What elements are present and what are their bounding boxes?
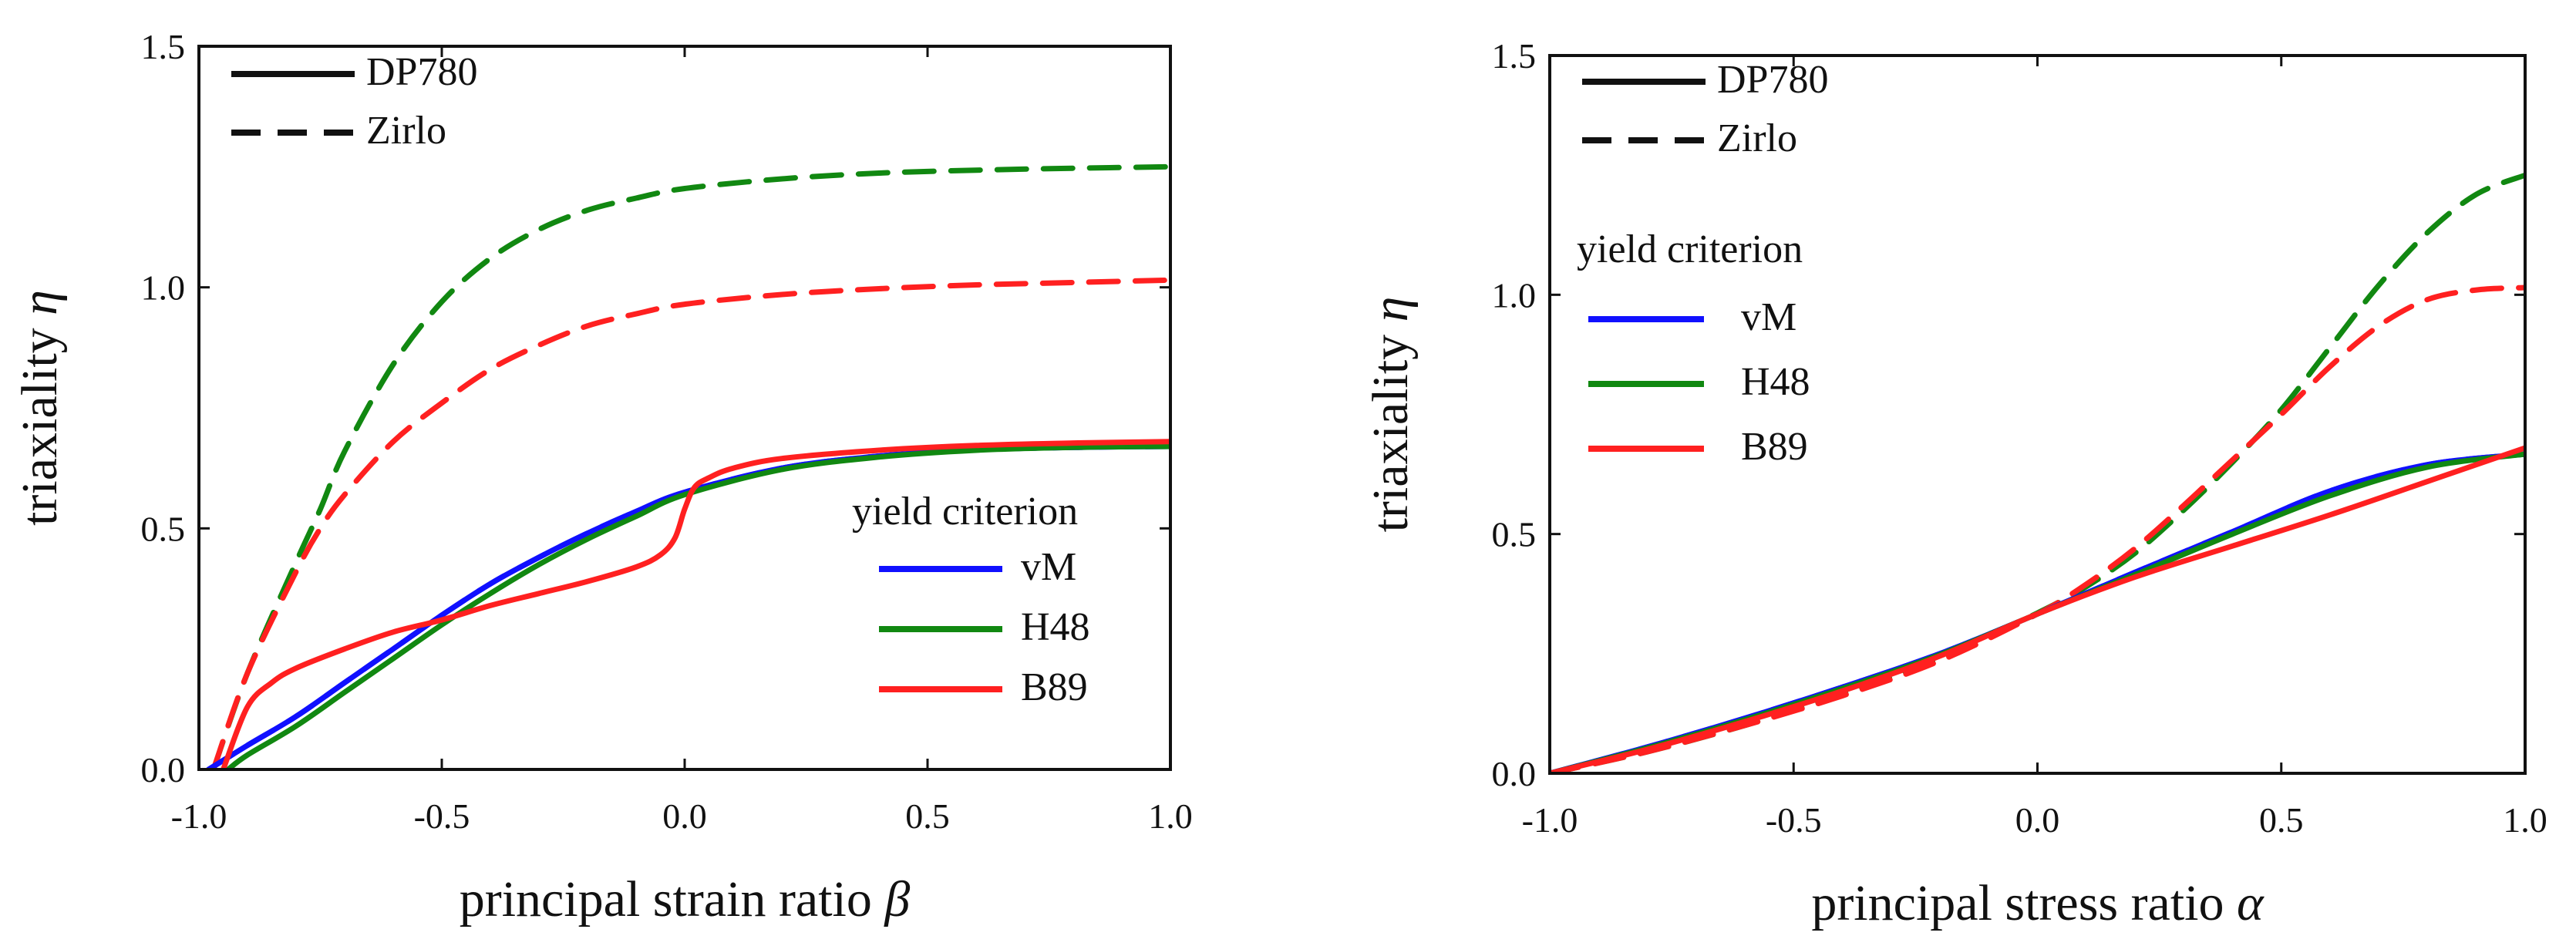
legend-material-label: DP780 bbox=[1717, 58, 1828, 102]
series-dp780-h48 bbox=[225, 443, 1170, 769]
legend-title: yield criterion bbox=[1577, 227, 1803, 271]
x-tick-label: 1.0 bbox=[1148, 796, 1193, 836]
plot-frame bbox=[1548, 54, 2527, 775]
y-axis-label: triaxiality η bbox=[1362, 297, 1419, 533]
x-tick-label: 1.0 bbox=[2503, 800, 2547, 840]
legend-yield-criterion: yield criterion vM H48 B89 bbox=[1577, 227, 1810, 469]
series-dp780-b89 bbox=[221, 439, 1170, 769]
x-tick-label: 0.0 bbox=[662, 796, 707, 836]
y-tick-label: 0.0 bbox=[141, 750, 186, 789]
y-tick-label: 1.5 bbox=[141, 27, 186, 66]
y-tick-label: 1.0 bbox=[141, 268, 186, 308]
strain-ratio-chart: -1.0 -0.5 0.0 0.5 1.0 0.0 0.5 1.0 1.5 principal s… bbox=[12, 27, 1193, 927]
legend-materials: DP780 Zirlo bbox=[1582, 58, 1828, 160]
series-group bbox=[206, 163, 1170, 769]
y-tick-label: 0.5 bbox=[141, 509, 186, 548]
plot-frame bbox=[197, 45, 1172, 771]
series-zirlo-b89 bbox=[210, 277, 1170, 769]
series-zirlo-b89 bbox=[1550, 284, 2525, 773]
x-tick-label: 0.5 bbox=[2259, 800, 2304, 840]
legend-material-label: Zirlo bbox=[1717, 116, 1797, 160]
x-axis-label: principal stress ratio α bbox=[1811, 875, 2265, 931]
y-axis-label: triaxiality η bbox=[12, 290, 68, 526]
y-axis-symbol: η bbox=[12, 290, 68, 315]
legend-materials: DP780 Zirlo bbox=[231, 50, 477, 153]
y-tick-label: 1.0 bbox=[1492, 275, 1537, 315]
y-tick-label: 0.5 bbox=[1492, 515, 1537, 554]
x-axis-label: principal strain ratio β bbox=[460, 871, 911, 927]
legend-criterion-label: vM bbox=[1741, 295, 1796, 339]
x-axis-label-text: principal stress ratio bbox=[1811, 875, 2237, 931]
series-dp780-b89 bbox=[1550, 445, 2525, 773]
legend-material-label: Zirlo bbox=[366, 109, 446, 153]
y-tick-label: 0.0 bbox=[1492, 754, 1537, 793]
x-tick-label: 0.5 bbox=[905, 796, 950, 836]
legend-title: yield criterion bbox=[852, 490, 1078, 534]
y-axis-label-text: triaxiality bbox=[1362, 322, 1419, 532]
stress-ratio-chart: -1.0 -0.5 0.0 0.5 1.0 0.0 0.5 1.0 1.5 principal s… bbox=[1362, 36, 2547, 931]
legend-criterion-label: H48 bbox=[1021, 605, 1090, 649]
x-axis-symbol: β bbox=[883, 871, 910, 927]
series-group bbox=[1550, 172, 2525, 773]
legend-criterion-label: H48 bbox=[1741, 360, 1810, 404]
legend-criterion-label: B89 bbox=[1741, 425, 1808, 469]
x-tick-label: -1.0 bbox=[1522, 800, 1578, 840]
x-tick-label: -0.5 bbox=[1766, 800, 1822, 840]
x-tick-label: -1.0 bbox=[171, 796, 227, 836]
x-axis-label-text: principal strain ratio bbox=[460, 871, 885, 927]
x-tick-label: 0.0 bbox=[2015, 800, 2060, 840]
y-tick-label: 1.5 bbox=[1492, 36, 1537, 76]
legend-yield-criterion: yield criterion vM H48 B89 bbox=[852, 490, 1090, 709]
legend-criterion-label: B89 bbox=[1021, 665, 1088, 709]
legend-criterion-label: vM bbox=[1021, 545, 1076, 589]
x-tick-label: -0.5 bbox=[414, 796, 470, 836]
legend-material-label: DP780 bbox=[366, 50, 477, 94]
series-zirlo-h48 bbox=[210, 163, 1170, 769]
y-axis-symbol: η bbox=[1362, 297, 1419, 322]
y-axis-label-text: triaxiality bbox=[12, 315, 68, 526]
x-axis-symbol: α bbox=[2237, 875, 2265, 931]
